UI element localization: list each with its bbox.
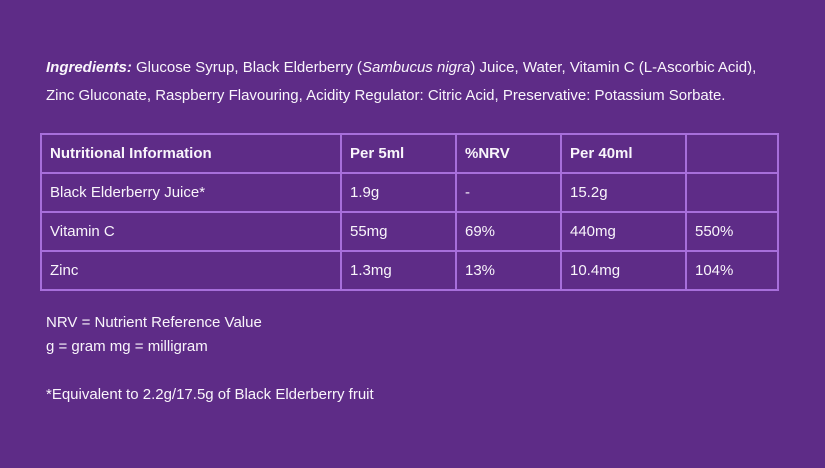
nrv-definition-text: NRV = Nutrient Reference Value [46,314,262,331]
ingredients-species-name: Sambucus nigra [361,59,471,76]
table-header-row: Nutritional Information Per 5ml %NRV Per… [40,133,779,174]
cell-per-40ml-value: 15.2g [560,172,687,213]
cell-nutrient-name: Zinc [40,250,342,291]
equivalence-note: *Equivalent to 2.2g/17.5g of Black Elder… [46,386,374,403]
header-percent-nrv: %NRV [455,133,562,174]
cell-nutrient-name: Black Elderberry Juice* [40,172,342,213]
cell-nrv-40ml-value: 550% [685,211,779,252]
units-definition-text: g = gram mg = milligram [46,338,208,355]
cell-nrv-value: 69% [455,211,562,252]
table-row-black-elderberry-juice: Black Elderberry Juice* 1.9g - 15.2g [40,172,779,213]
footnotes-block: NRV = Nutrient Reference Value g = gram … [46,311,262,359]
cell-nrv-value: - [455,172,562,213]
ingredients-label: Ingredients: [46,59,132,76]
table-row-zinc: Zinc 1.3mg 13% 10.4mg 104% [40,250,779,291]
cell-nutrient-name: Vitamin C [40,211,342,252]
header-per-5ml: Per 5ml [340,133,457,174]
ingredients-paragraph: Ingredients: Glucose Syrup, Black Elderb… [46,54,760,110]
ingredients-text-before-species: Glucose Syrup, Black Elderberry ( [131,59,362,76]
cell-nrv-40ml-value [685,172,779,213]
header-empty [685,133,779,174]
cell-per-5ml-value: 1.9g [340,172,457,213]
cell-nrv-40ml-value: 104% [685,250,779,291]
table-row-vitamin-c: Vitamin C 55mg 69% 440mg 550% [40,211,779,252]
ingredients-text-after-species: ) Juice, Water, Vitamin C (L-Ascorbic Ac… [46,59,757,104]
cell-per-5ml-value: 55mg [340,211,457,252]
nutrition-table: Nutritional Information Per 5ml %NRV Per… [40,133,779,291]
cell-per-40ml-value: 440mg [560,211,687,252]
cell-per-5ml-value: 1.3mg [340,250,457,291]
cell-nrv-value: 13% [455,250,562,291]
header-nutritional-information: Nutritional Information [40,133,342,174]
cell-per-40ml-value: 10.4mg [560,250,687,291]
header-per-40ml: Per 40ml [560,133,687,174]
